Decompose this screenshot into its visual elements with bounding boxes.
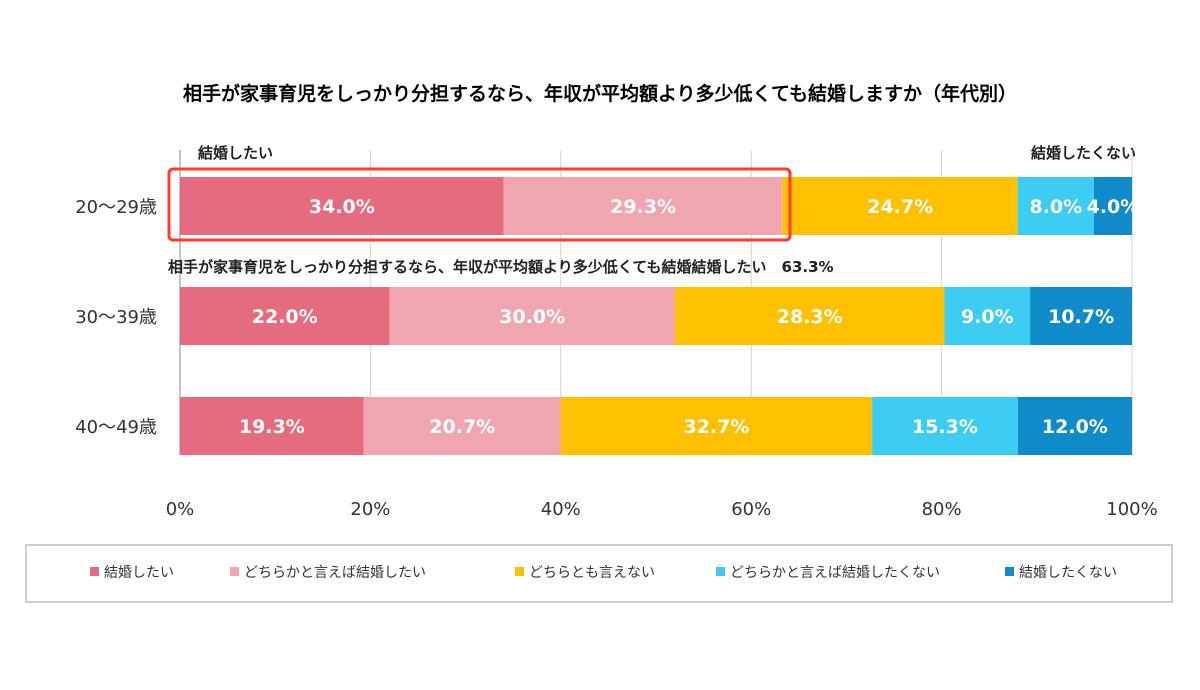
x-tick-label: 20% [350,499,390,520]
bar-value-label: 28.3% [777,306,843,328]
category-label: 20～29歳 [75,197,157,218]
bar-value-label: 9.0% [961,306,1014,328]
bar-segment [1017,397,1132,455]
bar-segment [363,397,561,455]
bar-value-label: 24.7% [867,196,933,218]
legend-swatch [716,567,725,576]
bar-value-label: 15.3% [912,416,978,438]
highlight-note: 相手が家事育児をしっかり分担するなら、年収が平均額より多少低くても結婚結婚したい… [168,258,834,276]
legend-label: 結婚したくない [1019,565,1117,581]
legend-swatch [515,567,524,576]
bar-segment [180,397,364,455]
bar-segment [180,287,390,345]
bar-value-label: 29.3% [610,196,676,218]
right-end-label: 結婚したくない [1031,144,1136,162]
x-tick-label: 0% [166,499,195,520]
legend-label: どちらとも言えない [529,565,655,581]
bar-value-label: 19.3% [239,416,305,438]
legend-box [25,544,1173,603]
bar-segment [389,287,676,345]
legend-swatch [1005,567,1014,576]
bar-segment [180,177,504,235]
legend: 結婚したい どちらかと言えば結婚したい どちらとも言えない どちらかと言えば結婚したく… [90,565,1117,581]
legend-swatch [90,567,99,576]
legend-label: 結婚したい [104,565,174,581]
highlight-box [167,167,792,242]
bar-segment [782,177,1018,235]
bar-value-label: 8.0% [1029,196,1082,218]
legend-label: どちらかと言えば結婚したくない [730,565,940,581]
left-end-label: 結婚したい [198,144,273,162]
bar-segment [1093,177,1132,235]
x-axis-ticks: 0% 20% 40% 60% 80% 100% [166,499,1158,520]
x-tick-label: 40% [541,499,581,520]
bar-value-label: 10.7% [1048,306,1114,328]
bar-value-label: 32.7% [683,416,749,438]
bar-value-label: 4.0% [1087,196,1140,218]
bar-segment [560,397,873,455]
category-label: 40～49歳 [75,417,157,438]
bars: 34.0% 29.3% 24.7% 8.0% 4.0% 22.0% 30.0% 28.3% 9.… [180,177,1139,455]
x-tick-label: 100% [1106,499,1157,520]
bar-value-label: 20.7% [429,416,495,438]
bar-segment [1030,287,1132,345]
x-tick-label: 60% [731,499,771,520]
bar-value-label: 30.0% [499,306,565,328]
category-label: 30～39歳 [75,307,157,328]
bar-value-label: 22.0% [252,306,318,328]
bar-segment [872,397,1018,455]
bar-segment [1017,177,1094,235]
chart-title: 相手が家事育児をしっかり分担するなら、年収が平均額より多少低くても結婚しますか（… [183,82,1017,105]
bar-value-label: 34.0% [309,196,375,218]
legend-swatch [230,567,239,576]
bar-segment [503,177,783,235]
category-labels: 20～29歳 30～39歳 40～49歳 [75,197,157,438]
bar-segment [675,287,945,345]
bar-value-label: 12.0% [1042,416,1108,438]
bar-segment [944,287,1031,345]
x-tick-label: 80% [922,499,962,520]
legend-label: どちらかと言えば結婚したい [244,565,426,581]
